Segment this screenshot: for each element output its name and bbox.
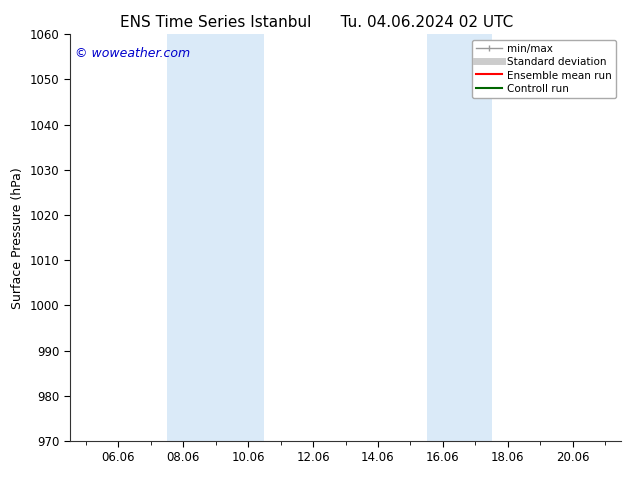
Bar xyxy=(167,34,264,441)
Text: ENS Time Series Istanbul      Tu. 04.06.2024 02 UTC: ENS Time Series Istanbul Tu. 04.06.2024 … xyxy=(120,15,514,30)
Y-axis label: Surface Pressure (hPa): Surface Pressure (hPa) xyxy=(11,167,24,309)
Legend: min/max, Standard deviation, Ensemble mean run, Controll run: min/max, Standard deviation, Ensemble me… xyxy=(472,40,616,98)
Bar xyxy=(427,34,491,441)
Text: © woweather.com: © woweather.com xyxy=(75,47,190,59)
